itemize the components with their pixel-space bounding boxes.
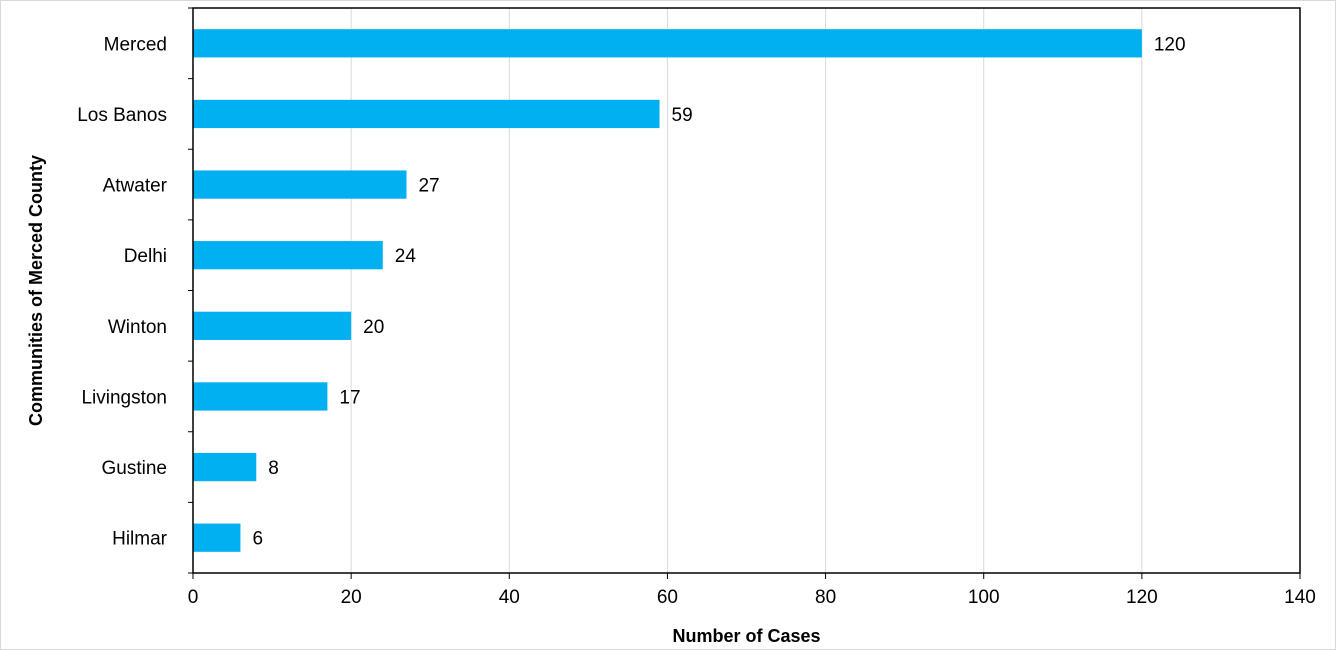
bar-3 <box>193 241 383 270</box>
bar-1 <box>193 99 660 129</box>
bars: 120 59 27 24 20 17 8 6 <box>193 29 1186 552</box>
data-label-6: 8 <box>268 458 279 479</box>
bar-5 <box>193 382 328 411</box>
x-tick-label-4: 80 <box>815 587 836 608</box>
bar-6 <box>193 452 257 482</box>
x-tick-label-3: 60 <box>657 587 678 608</box>
y-tick-label-2: Atwater <box>103 176 168 197</box>
x-tick-label-7: 140 <box>1284 587 1316 608</box>
y-axis-title: Communities of Merced County <box>26 155 46 426</box>
x-tick-label-5: 100 <box>968 587 1000 608</box>
x-axis-title: Number of Cases <box>672 626 820 646</box>
bar-0 <box>193 29 1142 58</box>
bar-2 <box>193 170 407 199</box>
bar-4 <box>193 311 352 340</box>
data-label-3: 24 <box>395 246 417 267</box>
y-tick-label-6: Gustine <box>102 458 167 479</box>
data-label-7: 6 <box>252 529 263 550</box>
axes: Merced Los Banos Atwater Delhi Winton Livings… <box>77 7 1316 608</box>
y-tick-label-0: Merced <box>104 34 167 55</box>
x-tick-label-1: 20 <box>341 587 362 608</box>
y-tick-label-1: Los Banos <box>77 105 167 126</box>
data-label-1: 59 <box>672 105 693 126</box>
data-label-5: 17 <box>339 387 360 408</box>
data-label-2: 27 <box>418 176 439 197</box>
y-tick-label-3: Delhi <box>124 246 167 267</box>
x-tick-label-6: 120 <box>1126 587 1158 608</box>
x-tick-label-0: 0 <box>188 587 199 608</box>
plot-area-border <box>192 7 1301 574</box>
x-tick-label-2: 40 <box>499 587 520 608</box>
data-label-0: 120 <box>1154 34 1186 55</box>
y-tick-label-5: Livingston <box>81 387 167 408</box>
bar-7 <box>193 523 241 552</box>
y-tick-label-7: Hilmar <box>112 529 168 550</box>
y-tick-label-4: Winton <box>108 317 167 338</box>
gridlines <box>350 8 1143 573</box>
data-label-4: 20 <box>363 317 384 338</box>
